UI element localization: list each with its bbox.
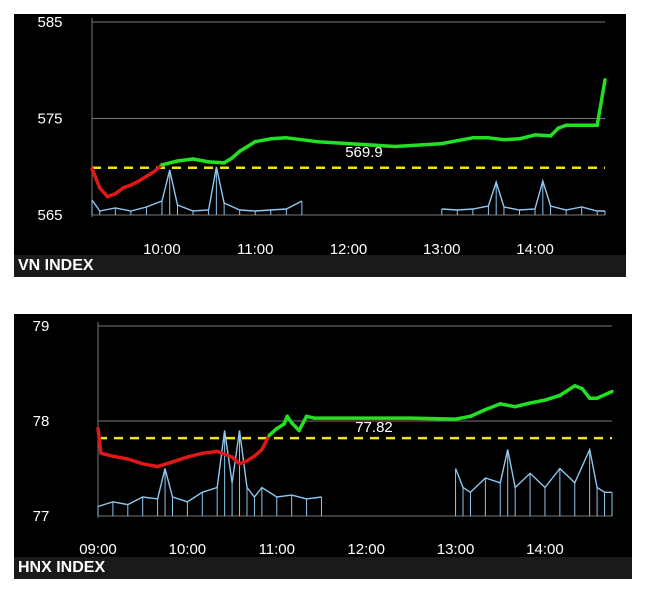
index-line-segment	[200, 449, 219, 456]
index-line-segment	[185, 451, 205, 459]
index-line-segment	[99, 451, 115, 458]
index-line-segment	[253, 137, 273, 144]
index-line-segment	[517, 133, 537, 141]
x-tick-label: 12:00	[347, 541, 385, 558]
index-line-segment	[98, 186, 110, 199]
index-line-segment	[170, 455, 190, 464]
y-tick-label: 585	[37, 14, 62, 31]
index-line-segment	[284, 136, 304, 142]
volume-line	[441, 178, 605, 212]
y-tick-label: 575	[37, 111, 62, 128]
index-line-segment	[440, 138, 460, 146]
x-tick-label: 14:00	[516, 241, 554, 258]
index-line-segment	[126, 457, 145, 466]
index-line-segment	[90, 166, 102, 190]
index-line-segment	[595, 78, 607, 128]
index-line-segment	[468, 407, 488, 419]
y-tick-label: 78	[33, 413, 50, 430]
index-line-segment	[558, 384, 577, 398]
hnx-index-caption-bar: HNX INDEX	[14, 557, 632, 579]
hnx-index-plot: 79 78 77 09:00 10:00 11:00 12:00 13:00 14:00 77.8…	[33, 318, 614, 558]
index-line-segment	[453, 414, 473, 421]
index-line-segment	[346, 141, 397, 149]
index-line-segment	[300, 137, 320, 144]
index-line-segment	[513, 401, 532, 409]
vn-index-title: VN INDEX	[18, 257, 94, 274]
index-line-segment	[528, 398, 547, 405]
index-line-segment	[455, 136, 475, 143]
index-line-segment	[206, 160, 226, 165]
index-line-segment	[140, 462, 160, 469]
index-line-segment	[486, 136, 506, 142]
index-line-segment	[409, 416, 458, 421]
x-tick-label: 13:00	[437, 541, 475, 558]
vn-index-plot: 585 575 565 10:00 11:00 12:00 13:00 14:00 569.9	[37, 14, 607, 258]
index-line-segment	[502, 137, 522, 142]
index-line-segment	[111, 454, 130, 461]
index-line-segment	[595, 389, 614, 400]
index-line-segment	[269, 136, 289, 141]
reference-label: 569.9	[345, 144, 383, 161]
index-line-segment	[548, 126, 561, 138]
vn-index-caption-bar: VN INDEX	[14, 255, 626, 277]
index-line-segment	[498, 402, 517, 409]
x-tick-label: 10:00	[169, 541, 207, 558]
x-tick-label: 09:00	[79, 541, 117, 558]
index-line-segment	[260, 433, 272, 452]
index-line-segment	[96, 426, 103, 456]
x-tick-label: 12:00	[330, 241, 368, 258]
index-line-segment	[533, 133, 553, 138]
vn-index-chart: 585 575 565 10:00 11:00 12:00 13:00 14:00 569.9 …	[14, 14, 626, 277]
x-tick-label: 13:00	[423, 241, 461, 258]
index-line-segment	[191, 157, 211, 164]
index-line-segment	[543, 393, 562, 402]
reference-label: 77.82	[355, 419, 393, 436]
x-tick-label: 14:00	[526, 541, 564, 558]
index-line-segment	[315, 139, 351, 146]
volume-line	[454, 447, 612, 494]
hnx-index-title: HNX INDEX	[18, 559, 106, 576]
x-tick-label: 10:00	[143, 241, 181, 258]
x-tick-label: 11:00	[259, 541, 295, 558]
y-tick-label: 77	[33, 508, 50, 525]
hnx-index-chart: 79 78 77 09:00 10:00 11:00 12:00 13:00 14:00 77.8…	[14, 314, 632, 579]
y-tick-label: 79	[33, 318, 50, 335]
index-line-segment	[297, 414, 309, 433]
index-line-segment	[215, 449, 234, 459]
x-tick-label: 11:00	[237, 241, 273, 258]
volume-line	[97, 430, 322, 508]
index-line-segment	[155, 460, 175, 469]
index-line-segment	[175, 157, 195, 163]
index-line-segment	[580, 386, 592, 400]
y-tick-label: 565	[37, 207, 62, 224]
index-line-segment	[393, 141, 444, 149]
index-line-segment	[483, 402, 503, 412]
